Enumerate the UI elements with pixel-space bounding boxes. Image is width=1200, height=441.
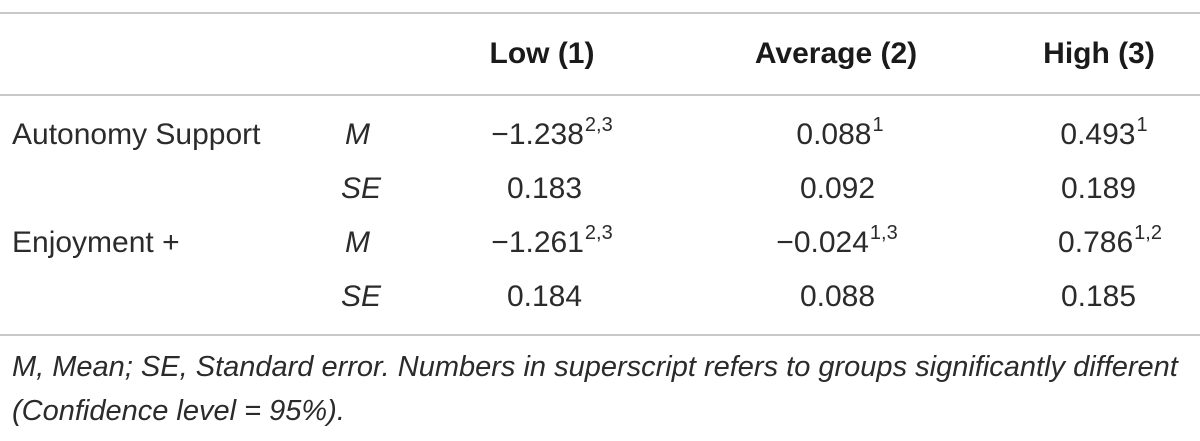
table-cell: −1.2382,3: [491, 114, 613, 151]
stat-label: SE: [341, 172, 382, 205]
column-header-high: High (3): [1043, 37, 1155, 70]
table-cell: 0.184: [506, 280, 583, 313]
table-cell: 0.092: [799, 172, 876, 205]
table-cell: 0.185: [1060, 280, 1137, 313]
stat-label: SE: [341, 280, 382, 313]
row-label-enjoyment: Enjoyment +: [12, 226, 180, 259]
table-cell: −0.0241,3: [776, 222, 898, 259]
table-cell: 0.088: [799, 280, 876, 313]
table-cell: 0.183: [506, 172, 583, 205]
stat-label: M: [345, 118, 370, 151]
table-top-rule: [0, 12, 1200, 14]
table-cell: 0.0881: [796, 114, 884, 151]
table-footnote: M, Mean; SE, Standard error. Numbers in …: [12, 351, 1178, 427]
row-label-autonomy-support: Autonomy Support: [12, 118, 261, 151]
header-rule: [0, 94, 1200, 96]
column-header-average: Average (2): [754, 37, 918, 70]
table-cell: 0.4931: [1060, 114, 1148, 151]
table-cell: 0.189: [1060, 172, 1137, 205]
table-bottom-rule: [0, 334, 1200, 336]
table-cell: −1.2612,3: [491, 222, 613, 259]
stat-label: M: [345, 226, 370, 259]
column-header-low: Low (1): [489, 37, 595, 70]
table-cell: 0.7861,2: [1058, 222, 1162, 259]
